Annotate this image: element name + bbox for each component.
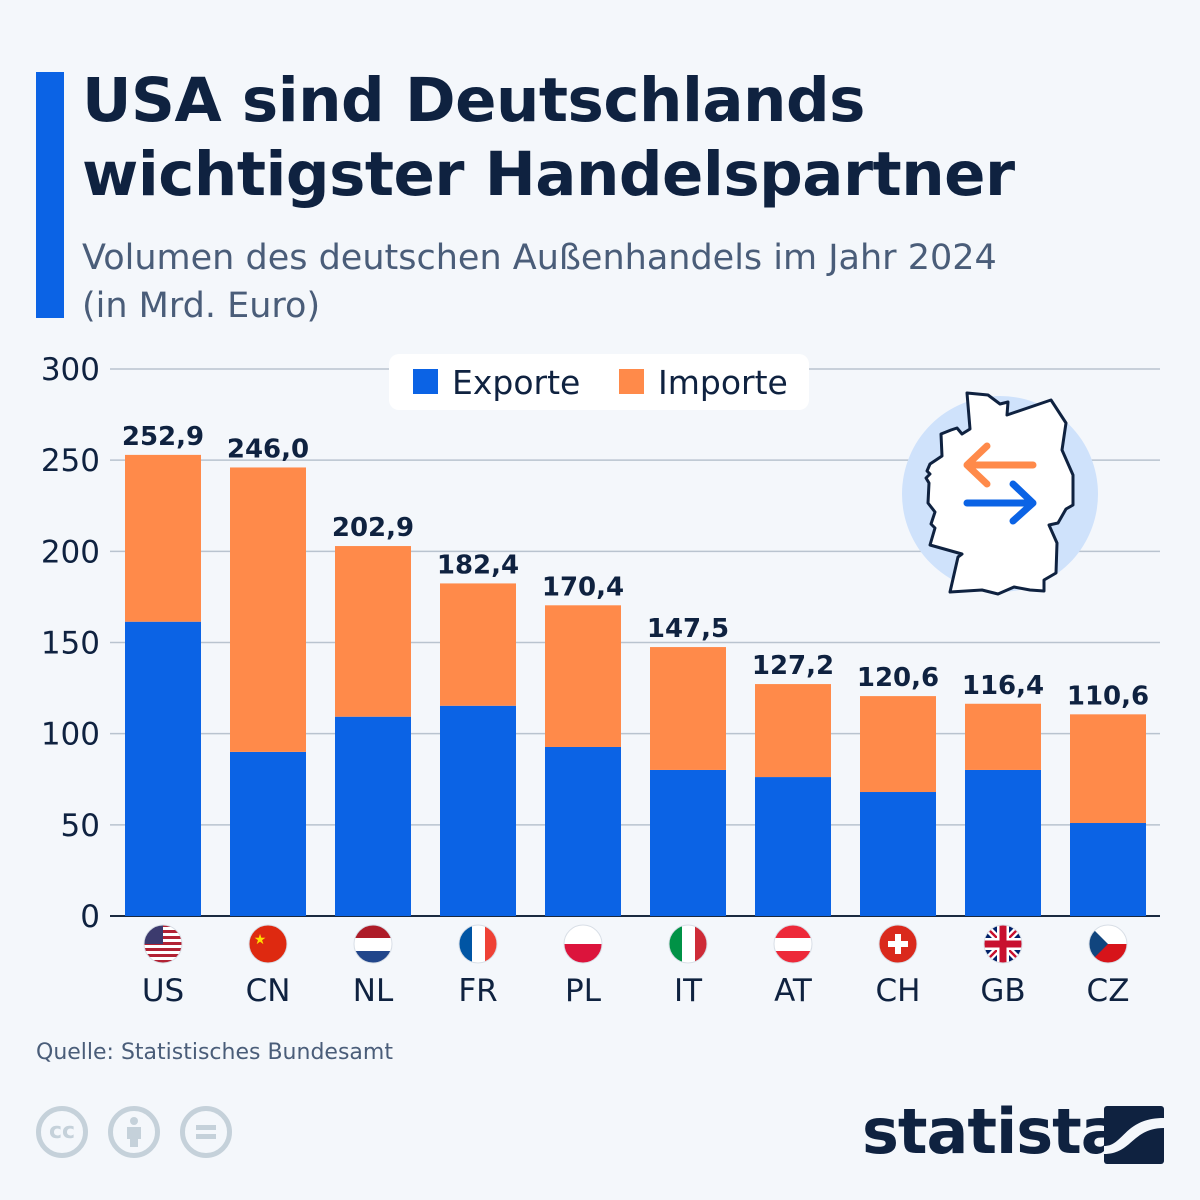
accent-bar [36,72,64,318]
cn-flag-icon: ★ [248,924,288,964]
bar-imports-pl [545,605,621,747]
bar-imports-fr [440,583,516,706]
bar-exports-cz [1070,823,1146,916]
at-flag-icon [773,924,813,964]
total-label: 182,4 [437,550,519,580]
bar-exports-cn [230,751,306,916]
y-tick-label: 300 [41,352,100,388]
bar-exports-ch [860,792,936,916]
total-label: 147,5 [647,614,729,644]
it-flag-icon [668,924,708,964]
attribution-icon[interactable] [108,1106,160,1158]
ch-flag-icon [878,924,918,964]
legend-label-imports: Importe [658,363,788,402]
y-tick-label: 0 [80,899,100,935]
subtitle-line-1: Volumen des deutschen Außenhandels im Ja… [82,238,997,278]
bar-imports-it [650,647,726,770]
subtitle-line-2: (in Mrd. Euro) [82,286,321,326]
y-tick-label: 50 [61,808,100,844]
total-label: 252,9 [122,422,204,452]
bar-imports-at [755,684,831,778]
bar-imports-gb [965,703,1041,770]
nl-flag-icon [353,924,393,964]
legend-box [389,354,809,410]
x-tick-label: CH [876,973,921,1009]
x-tick-label: AT [774,973,813,1009]
cc-icon[interactable]: cc [36,1106,88,1158]
legend-label-exports: Exporte [452,363,580,402]
total-label: 202,9 [332,513,414,543]
bar-exports-us [125,621,201,916]
pl-flag-icon [563,924,603,964]
total-label: 120,6 [857,663,939,693]
fr-flag-icon [458,924,498,964]
statista-logo[interactable]: statista [862,1095,1123,1168]
stacked-bar-chart: 0 50 100 150 200 250 300 252,9 US 246,0 CN ★ 202,9 N… [41,352,1160,1009]
source-note: Quelle: Statistisches Bundesamt [36,1040,393,1065]
bar-exports-it [650,769,726,916]
x-tick-label: GB [980,973,1025,1009]
bar-exports-gb [965,769,1041,916]
total-label: 110,6 [1067,681,1149,711]
y-tick-label: 100 [41,717,100,753]
page-title: USA sind Deutschlands wichtigster Handel… [82,64,1015,212]
x-tick-label: PL [565,973,602,1009]
bar-imports-nl [335,546,411,717]
cz-flag-icon [1088,924,1128,964]
subtitle: Volumen des deutschen Außenhandels im Ja… [82,234,997,330]
title-line-1: USA sind Deutschlands [82,65,865,136]
y-tick-label: 200 [41,534,100,570]
total-label: 246,0 [227,434,309,464]
x-tick-label: FR [458,973,497,1009]
y-tick-label: 250 [41,443,100,479]
germany-trade-arrows-icon [902,391,1098,596]
us-flag-icon [143,924,183,964]
bar-exports-fr [440,705,516,916]
no-derivatives-icon[interactable] [180,1106,232,1158]
total-label: 127,2 [752,651,834,681]
x-tick-label: CN [246,973,291,1009]
total-label: 170,4 [542,572,624,602]
bar-exports-at [755,777,831,916]
bar-imports-cz [1070,714,1146,824]
legend-swatch-imports [619,369,644,394]
gb-flag-icon [983,924,1023,964]
statista-logo-icon [1104,1106,1164,1164]
x-tick-label: NL [353,973,394,1009]
x-tick-label: CZ [1087,973,1130,1009]
bar-imports-ch [860,696,936,793]
bar-exports-nl [335,716,411,916]
bar-imports-cn [230,467,306,752]
legend-swatch-exports [413,369,438,394]
y-tick-label: 150 [41,626,100,662]
legend: Exporte Importe [389,354,809,410]
title-line-2: wichtigster Handelspartner [82,139,1015,210]
x-tick-label: US [142,973,184,1009]
total-label: 116,4 [962,671,1044,701]
bar-exports-pl [545,746,621,916]
svg-text:★: ★ [254,932,267,948]
bar-imports-us [125,454,201,622]
x-tick-label: IT [674,973,703,1009]
